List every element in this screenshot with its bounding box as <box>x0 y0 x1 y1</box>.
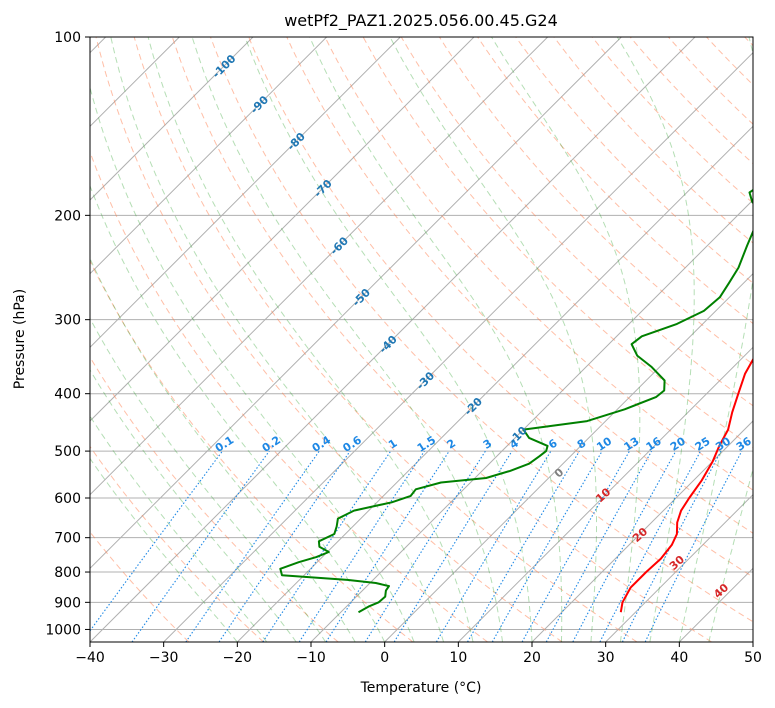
mixing-ratio-line <box>521 450 630 642</box>
mixing-ratio-line <box>298 450 425 642</box>
dry-adiabat <box>133 37 638 642</box>
isotherm-line <box>90 37 328 275</box>
x-tick-label: −20 <box>223 650 253 666</box>
moist-adiabat <box>90 457 238 642</box>
moist-adiabat <box>110 37 445 642</box>
x-tick-label: 0 <box>380 650 389 666</box>
isotherm-line <box>163 51 753 642</box>
dry-adiabat <box>477 37 753 325</box>
moist-adiabat <box>616 37 695 642</box>
dry-adiabat <box>591 37 753 204</box>
x-axis-label: Temperature (°C) <box>360 680 482 696</box>
dry-adiabat <box>324 37 753 491</box>
mixing-ratio-line <box>572 450 677 642</box>
moist-adiabat <box>491 37 641 642</box>
moist-adiabat <box>678 37 753 642</box>
mixing-ratio-line <box>364 450 486 642</box>
dry-adiabat <box>171 37 712 642</box>
x-tick-label: −40 <box>75 650 105 666</box>
moist-adiabat <box>191 37 503 642</box>
dry-adiabat <box>210 37 753 623</box>
temperature-profile <box>619 357 753 613</box>
dry-adiabat <box>248 37 753 578</box>
plot-frame <box>89 36 754 643</box>
isotherm-line <box>90 37 549 496</box>
mixing-ratio-line <box>393 450 513 642</box>
y-axis-label: Pressure (hPa) <box>12 289 28 389</box>
mixing-ratio-line <box>621 450 722 642</box>
moist-adiabat <box>90 257 356 642</box>
y-tick-label: 100 <box>54 30 81 46</box>
mixing-ratio-line <box>644 450 743 642</box>
moist-adiabat <box>147 37 474 642</box>
y-tick-label: 500 <box>54 444 81 460</box>
x-tick-label: 50 <box>744 650 762 666</box>
y-tick-label: 200 <box>54 208 81 224</box>
x-tick-label: 10 <box>449 650 467 666</box>
y-tick-label: 1000 <box>45 622 81 638</box>
moist-adiabat <box>90 317 327 642</box>
dry-adiabat <box>95 37 563 642</box>
dry-adiabat <box>90 259 414 642</box>
dry-adiabat <box>629 37 753 165</box>
x-tick-label: −10 <box>296 650 326 666</box>
y-tick-label: 700 <box>54 531 81 547</box>
mixing-ratio-line <box>545 450 653 642</box>
isotherm-line <box>90 37 401 349</box>
plot-area: 0.1 0.2 0.4 0.6 1 1.5 2 3 4 6 8 10 13 16 20 25 30 36-100-… <box>90 37 754 642</box>
y-tick-label: 400 <box>54 387 81 403</box>
isotherm-line <box>90 37 696 642</box>
moist-adiabat <box>708 467 753 642</box>
dewpoint-profile <box>279 188 753 614</box>
dry-adiabat <box>362 37 753 449</box>
x-tick-label: −30 <box>149 650 179 666</box>
mixing-ratio-line <box>185 450 320 642</box>
mixing-ratio-line <box>131 450 270 642</box>
mixing-ratio-line <box>218 450 351 642</box>
isotherm-line <box>90 37 254 201</box>
mixing-ratio-line <box>491 450 603 642</box>
dry-adiabat <box>90 445 264 642</box>
moist-adiabat <box>244 37 533 642</box>
x-tick-label: 20 <box>523 650 541 666</box>
isotherm-line <box>90 37 622 570</box>
mixing-ratio-line <box>325 450 450 642</box>
moist-adiabat <box>90 85 415 642</box>
mixing-ratio-line <box>599 450 701 642</box>
moist-adiabat <box>389 37 597 642</box>
isotherm-line <box>236 125 753 642</box>
y-tick-label: 600 <box>54 491 81 507</box>
chart-title: wetPf2_PAZ1.2025.056.00.45.G24 <box>284 11 558 31</box>
mixing-ratio-label: 36 <box>734 434 754 453</box>
y-tick-label: 800 <box>54 565 81 581</box>
y-tick-label: 900 <box>54 595 81 611</box>
dry-adiabat <box>515 37 753 284</box>
moist-adiabat <box>309 37 563 642</box>
moist-adiabat <box>90 415 268 642</box>
moist-adiabat <box>90 369 297 642</box>
isotherm-line <box>605 493 753 642</box>
x-tick-label: 40 <box>670 650 688 666</box>
moist-adiabat <box>90 184 386 642</box>
isotherm-line <box>531 420 753 642</box>
dry-adiabat <box>400 37 753 407</box>
isotherm-line <box>90 37 475 422</box>
isotherm-line <box>457 346 753 642</box>
mixing-ratio-line <box>90 450 223 632</box>
y-tick-label: 300 <box>54 313 81 329</box>
axes: −40 −30 −20 −10 0 10 20 30 40 50 100 200 300 400 500 60… <box>45 30 762 666</box>
isotherm-line <box>384 272 753 642</box>
x-tick-label: 30 <box>597 650 615 666</box>
